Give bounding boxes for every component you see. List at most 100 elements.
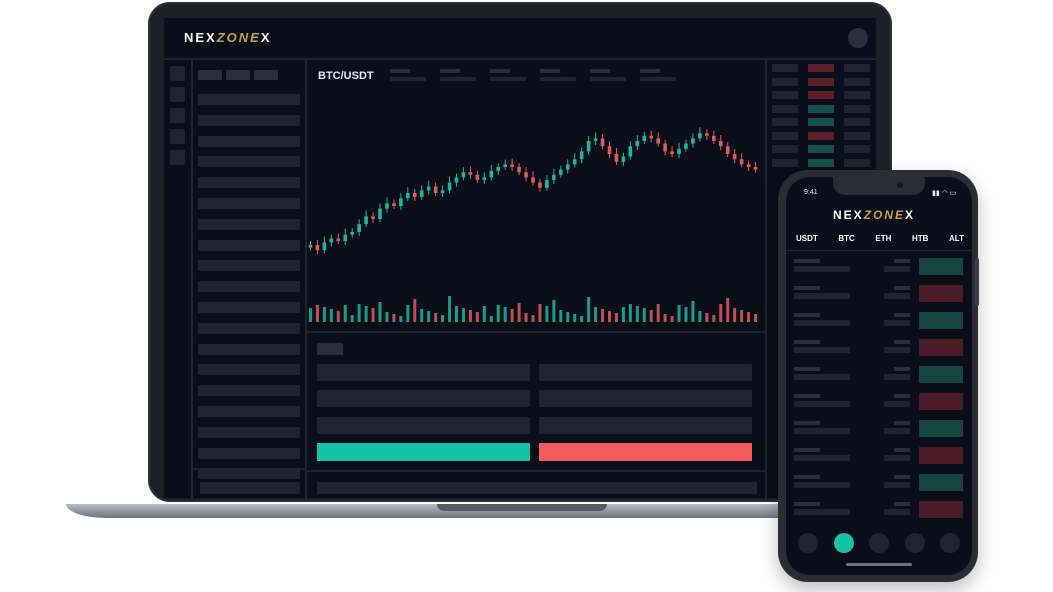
candle-body: [698, 133, 702, 139]
list-item[interactable]: [786, 338, 972, 365]
market-row[interactable]: [198, 114, 300, 126]
candle-body: [433, 186, 438, 193]
orderbook-row[interactable]: [772, 158, 876, 167]
volume-bar: [594, 307, 598, 322]
volume-bar: [482, 306, 486, 322]
candle-body: [496, 167, 501, 171]
candlestick-chart[interactable]: [307, 118, 759, 332]
volume-bar: [357, 304, 361, 322]
market-row[interactable]: [198, 156, 300, 168]
market-row[interactable]: [198, 447, 300, 459]
rail-icon[interactable]: [170, 150, 185, 165]
volume-bar: [642, 308, 646, 322]
market-row[interactable]: [198, 322, 300, 334]
nav-home-icon[interactable]: [798, 533, 818, 553]
candle-body: [350, 232, 354, 235]
volume-bar: [656, 304, 660, 322]
form-tab[interactable]: [317, 343, 343, 355]
orderbook-row[interactable]: [772, 104, 876, 113]
candle-body: [600, 138, 605, 147]
market-row[interactable]: [198, 260, 300, 272]
market-row[interactable]: [198, 281, 300, 293]
market-tab[interactable]: [198, 70, 222, 80]
list-item[interactable]: [786, 284, 972, 311]
market-row[interactable]: [198, 385, 300, 397]
list-item[interactable]: [786, 473, 972, 500]
candle-body: [705, 133, 709, 136]
market-tab[interactable]: [226, 70, 250, 80]
candle-body: [718, 141, 723, 147]
market-row[interactable]: [198, 135, 300, 147]
list-item[interactable]: [786, 419, 972, 446]
nav-markets-icon[interactable]: [833, 533, 854, 553]
sell-input[interactable]: [539, 364, 752, 381]
volume-bar: [705, 313, 709, 322]
list-item[interactable]: [786, 257, 972, 284]
footer-bar: [317, 482, 757, 494]
volume-bar: [649, 310, 653, 322]
orderbook-row[interactable]: [772, 91, 876, 99]
market-row[interactable]: [198, 301, 300, 313]
market-row[interactable]: [198, 239, 300, 251]
candle-body: [399, 198, 403, 206]
market-row[interactable]: [198, 94, 300, 105]
market-row[interactable]: [198, 405, 300, 417]
candle-body: [461, 172, 466, 178]
buy-button[interactable]: [317, 443, 530, 461]
market-row[interactable]: [198, 343, 300, 355]
phone-market-list: [786, 257, 972, 527]
nav-trade-icon[interactable]: [869, 533, 889, 553]
list-item[interactable]: [786, 446, 972, 473]
avatar[interactable]: [848, 28, 868, 48]
volume-bar: [559, 310, 563, 322]
nav-wallet-icon[interactable]: [904, 533, 925, 553]
home-indicator: [846, 563, 912, 566]
tab-btc[interactable]: BTC: [838, 234, 855, 243]
market-row[interactable]: [198, 426, 300, 438]
market-row[interactable]: [198, 468, 300, 480]
orderbook-row[interactable]: [772, 77, 876, 86]
list-item[interactable]: [786, 392, 972, 419]
candle-body: [308, 245, 313, 248]
phone-screen: 9:41 ▮▮ ◠ ▭ NEXZONEX USDT BTC ETH HTB AL…: [786, 177, 972, 575]
candle-body: [649, 135, 654, 139]
market-row[interactable]: [198, 364, 300, 376]
orderbook-row[interactable]: [772, 145, 876, 153]
tab-eth[interactable]: ETH: [875, 234, 892, 243]
candle-body: [684, 143, 688, 149]
orderbook-row[interactable]: [772, 118, 876, 126]
candle-body: [412, 193, 417, 197]
volume-bar: [378, 302, 382, 322]
buy-input[interactable]: [317, 364, 530, 381]
market-row[interactable]: [198, 218, 300, 230]
rail-icon[interactable]: [170, 108, 185, 123]
orderbook-row[interactable]: [772, 131, 876, 140]
volume-bar: [614, 313, 618, 322]
volume-bar: [496, 305, 500, 322]
market-row[interactable]: [198, 177, 300, 189]
rail-icon[interactable]: [170, 87, 185, 102]
market-list: [198, 70, 302, 489]
tab-usdt[interactable]: USDT: [796, 234, 818, 243]
candle-body: [677, 148, 681, 154]
market-row[interactable]: [198, 197, 300, 209]
sell-button[interactable]: [539, 443, 752, 461]
rail-icon[interactable]: [170, 66, 185, 81]
tab-htb[interactable]: HTB: [911, 234, 929, 243]
candle-body: [447, 182, 452, 191]
orderbook-row[interactable]: [772, 64, 876, 72]
candle-body: [670, 151, 674, 154]
candle-body: [593, 138, 598, 141]
buy-input[interactable]: [317, 390, 530, 407]
nav-profile-icon[interactable]: [940, 533, 960, 553]
market-tab[interactable]: [254, 70, 278, 80]
list-item[interactable]: [786, 500, 972, 527]
buy-input[interactable]: [317, 417, 530, 434]
list-item[interactable]: [786, 365, 972, 392]
rail-icon[interactable]: [170, 129, 185, 144]
list-item[interactable]: [786, 311, 972, 338]
sell-input[interactable]: [539, 390, 752, 407]
tab-alt[interactable]: ALT: [949, 234, 964, 243]
candle-body: [628, 146, 633, 157]
sell-input[interactable]: [539, 417, 752, 434]
